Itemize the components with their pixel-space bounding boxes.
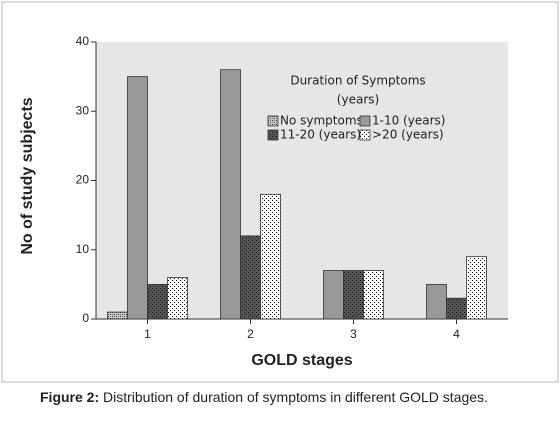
plot-area [96, 42, 508, 319]
x-tick-label: 1 [144, 327, 151, 341]
bar [323, 270, 344, 320]
y-tick-label: 0 [82, 311, 89, 325]
legend-label: 1-10 (years) [372, 114, 445, 128]
bar [426, 283, 447, 320]
caption: Figure 2: Distribution of duration of sy… [40, 389, 488, 405]
legend-label: No symptoms [280, 114, 363, 128]
bar [466, 256, 487, 320]
caption-label: Figure 2: [40, 389, 99, 405]
y-tick-label: 40 [76, 34, 90, 48]
caption-text: Distribution of duration of symptoms in … [103, 389, 488, 405]
legend-label: 11-20 (years) [280, 128, 361, 142]
legend-label: >20 (years) [372, 128, 444, 142]
x-tick-label: 2 [247, 327, 254, 341]
bar [240, 235, 261, 320]
x-tick-label: 3 [350, 327, 357, 341]
bar [363, 270, 384, 320]
bar [127, 76, 148, 320]
y-axis-label: No of study subjects [19, 97, 36, 254]
bar [147, 283, 168, 320]
bar [260, 193, 281, 320]
legend-title: (years) [337, 93, 379, 107]
legend-swatch [359, 115, 371, 127]
y-tick-label: 30 [76, 103, 90, 117]
bar [220, 69, 241, 320]
bar [167, 277, 188, 320]
legend-title: Duration of Symptoms [290, 74, 425, 88]
legend-swatch [359, 129, 371, 141]
x-tick-label: 4 [453, 327, 460, 341]
bar [343, 270, 364, 320]
bar [446, 297, 467, 320]
legend-swatch [267, 129, 279, 141]
bar [107, 311, 128, 320]
y-tick-label: 10 [76, 242, 90, 256]
y-tick-label: 20 [76, 173, 90, 187]
x-axis-label: GOLD stages [251, 352, 352, 369]
legend-swatch [267, 115, 279, 127]
